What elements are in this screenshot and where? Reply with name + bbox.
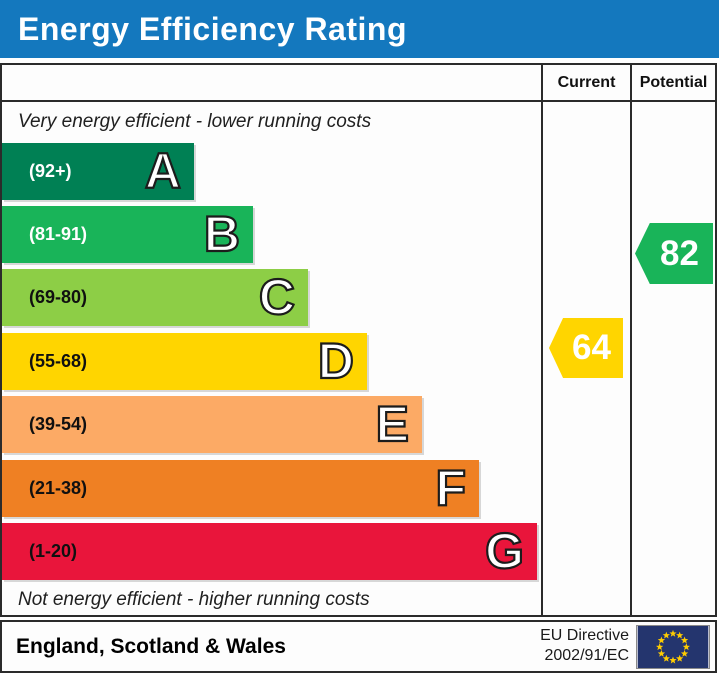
- band-b-range: (81-91): [29, 224, 88, 244]
- eu-directive-label: EU Directive 2002/91/EC: [540, 626, 629, 668]
- title-banner: Energy Efficiency Rating: [0, 0, 719, 58]
- column-header-current: Current: [557, 74, 616, 91]
- eu-flag-icon: [636, 624, 710, 669]
- band-e: (39-54) E: [2, 395, 422, 453]
- band-d-letter: D: [317, 332, 355, 390]
- top-note: Very energy efficient - lower running co…: [18, 111, 372, 132]
- header-row-divider: [2, 100, 715, 102]
- potential-rating-pointer: 82: [635, 223, 713, 284]
- band-f-letter: F: [434, 459, 467, 517]
- band-f: (21-38) F: [2, 459, 479, 517]
- bottom-note: Not energy efficient - higher running co…: [18, 589, 370, 610]
- band-b-letter: B: [203, 205, 241, 263]
- band-c-letter: C: [258, 268, 296, 326]
- band-g-range: (1-20): [29, 541, 78, 561]
- page-title: Energy Efficiency Rating: [18, 10, 407, 47]
- band-f-range: (21-38): [29, 478, 88, 498]
- current-rating-pointer: 64: [549, 318, 623, 378]
- band-a-letter: A: [144, 142, 182, 200]
- eu-directive-line2: 2002/91/EC: [544, 647, 629, 665]
- potential-rating-value: 82: [660, 233, 699, 273]
- region-label: England, Scotland & Wales: [16, 635, 286, 658]
- column-divider-current: [541, 65, 543, 615]
- band-e-range: (39-54): [29, 414, 88, 434]
- footer-bar: England, Scotland & Wales EU Directive 2…: [0, 620, 717, 673]
- band-d-range: (55-68): [29, 351, 88, 371]
- band-e-letter: E: [375, 395, 411, 453]
- band-b: (81-91) B: [2, 205, 253, 263]
- band-c: (69-80) C: [2, 268, 308, 326]
- band-c-range: (69-80): [29, 287, 88, 307]
- band-a-range: (92+): [29, 161, 72, 181]
- current-rating-value: 64: [572, 328, 611, 367]
- energy-rating-chart: Current Potential Very energy efficient …: [0, 63, 717, 617]
- column-divider-potential: [630, 65, 632, 615]
- band-a: (92+) A: [2, 142, 194, 200]
- band-g-letter: G: [484, 522, 525, 580]
- band-d: (55-68) D: [2, 332, 367, 390]
- band-g: (1-20) G: [2, 522, 537, 580]
- eu-directive-line1: EU Directive: [540, 626, 629, 644]
- column-header-potential: Potential: [639, 74, 708, 91]
